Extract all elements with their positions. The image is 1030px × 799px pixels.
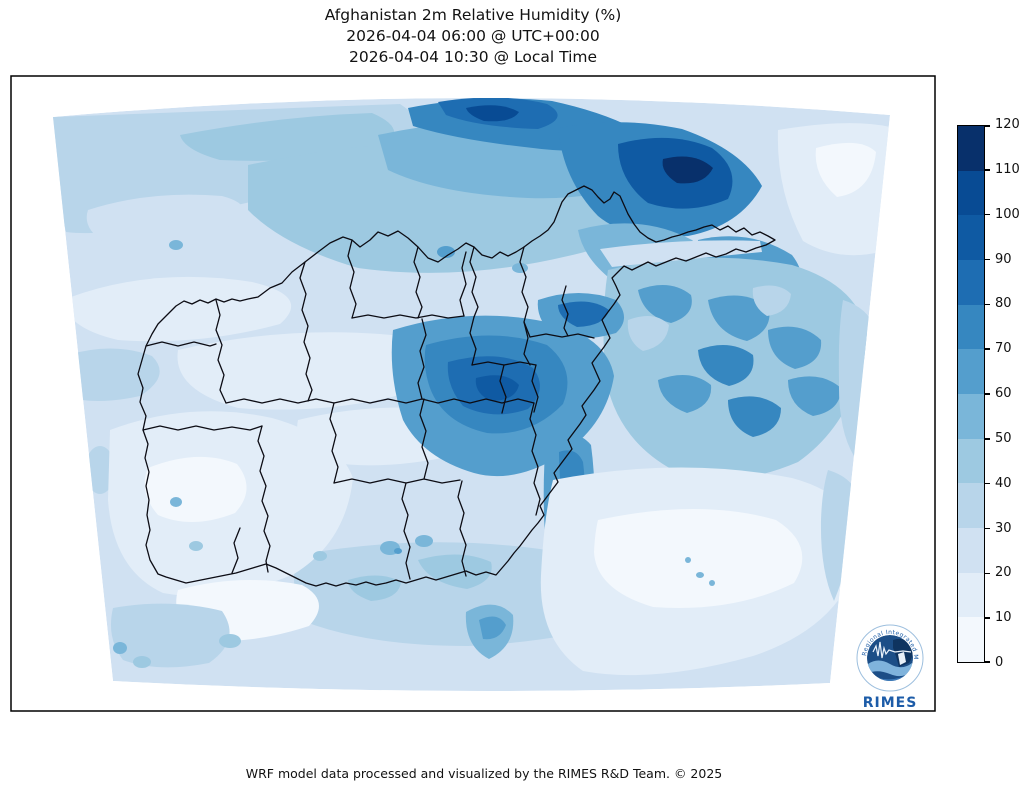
colorbar-tick-mark [985,125,990,127]
colorbar-tick-mark [985,348,990,350]
colorbar-tick-mark [985,258,990,261]
title-line-variable: Afghanistan 2m Relative Humidity (%) [324,6,622,24]
colorbar-tick-mark [985,213,990,216]
colorbar-tick-mark [985,438,990,440]
colorbar-tick-label: 80 [995,296,1012,312]
humidity-field [53,97,890,692]
province-boundaries [137,185,776,587]
colorbar-tick-label: 90 [995,251,1012,267]
colorbar-tick-label: 20 [995,565,1012,581]
credit-text: WRF model data processed and visualized … [245,766,723,781]
colorbar-tick-label: 50 [995,430,1012,446]
colorbar-tick-mark [985,169,990,171]
colorbar-tick-label: 60 [995,386,1012,401]
colorbar-tick-label: 120 [995,117,1020,132]
colorbar-segment [958,304,984,350]
colorbar-tick-label: 40 [995,475,1012,491]
colorbar-tick-label: 70 [995,341,1012,357]
colorbar-tick-mark [985,617,990,619]
colorbar-tick-label: 0 [995,655,1004,670]
map-frame-border [10,75,936,712]
colorbar-segment [958,259,984,305]
rimes-logo: Regional Integrated Multi-Hazard Early W… [840,613,937,713]
title-line-utc-time: 2026-04-04 06:00 @ UTC+00:00 [346,27,600,45]
colorbar-tick-label: 100 [995,206,1020,222]
colorbar-segment [958,349,984,394]
colorbar-tick-mark [985,482,990,485]
colorbar-segment [958,617,984,662]
chart-title: Afghanistan 2m Relative Humidity (%) 202… [11,5,935,68]
colorbar-segments [958,125,984,662]
colorbar-segment [958,215,984,260]
logo-wordmark: RIMES [863,695,918,711]
title-line-local-time: 2026-04-04 10:30 @ Local Time [348,48,598,66]
colorbar-segment [958,572,984,618]
colorbar [957,125,985,663]
colorbar-ticks: 0 10 20 30 40 50 60 70 80 90 100 110 120 [985,117,1030,670]
colorbar-tick-mark [985,303,990,306]
colorbar-segment [958,393,984,439]
colorbar-segment [958,483,984,528]
colorbar-tick-mark [985,527,990,530]
colorbar-tick-label: 110 [995,161,1020,177]
colorbar-segment [958,438,984,484]
colorbar-segment [958,125,984,171]
rimes-logo-emblem: Regional Integrated Multi-Hazard Early W… [840,613,924,711]
colorbar-tick-mark [985,661,990,663]
colorbar-tick-label: 30 [995,520,1012,536]
colorbar-segment [958,170,984,216]
colorbar-segment [958,527,984,573]
colorbar-tick-mark [985,393,990,395]
colorbar-tick-mark [985,572,990,575]
colorbar-tick-label: 10 [995,610,1012,626]
